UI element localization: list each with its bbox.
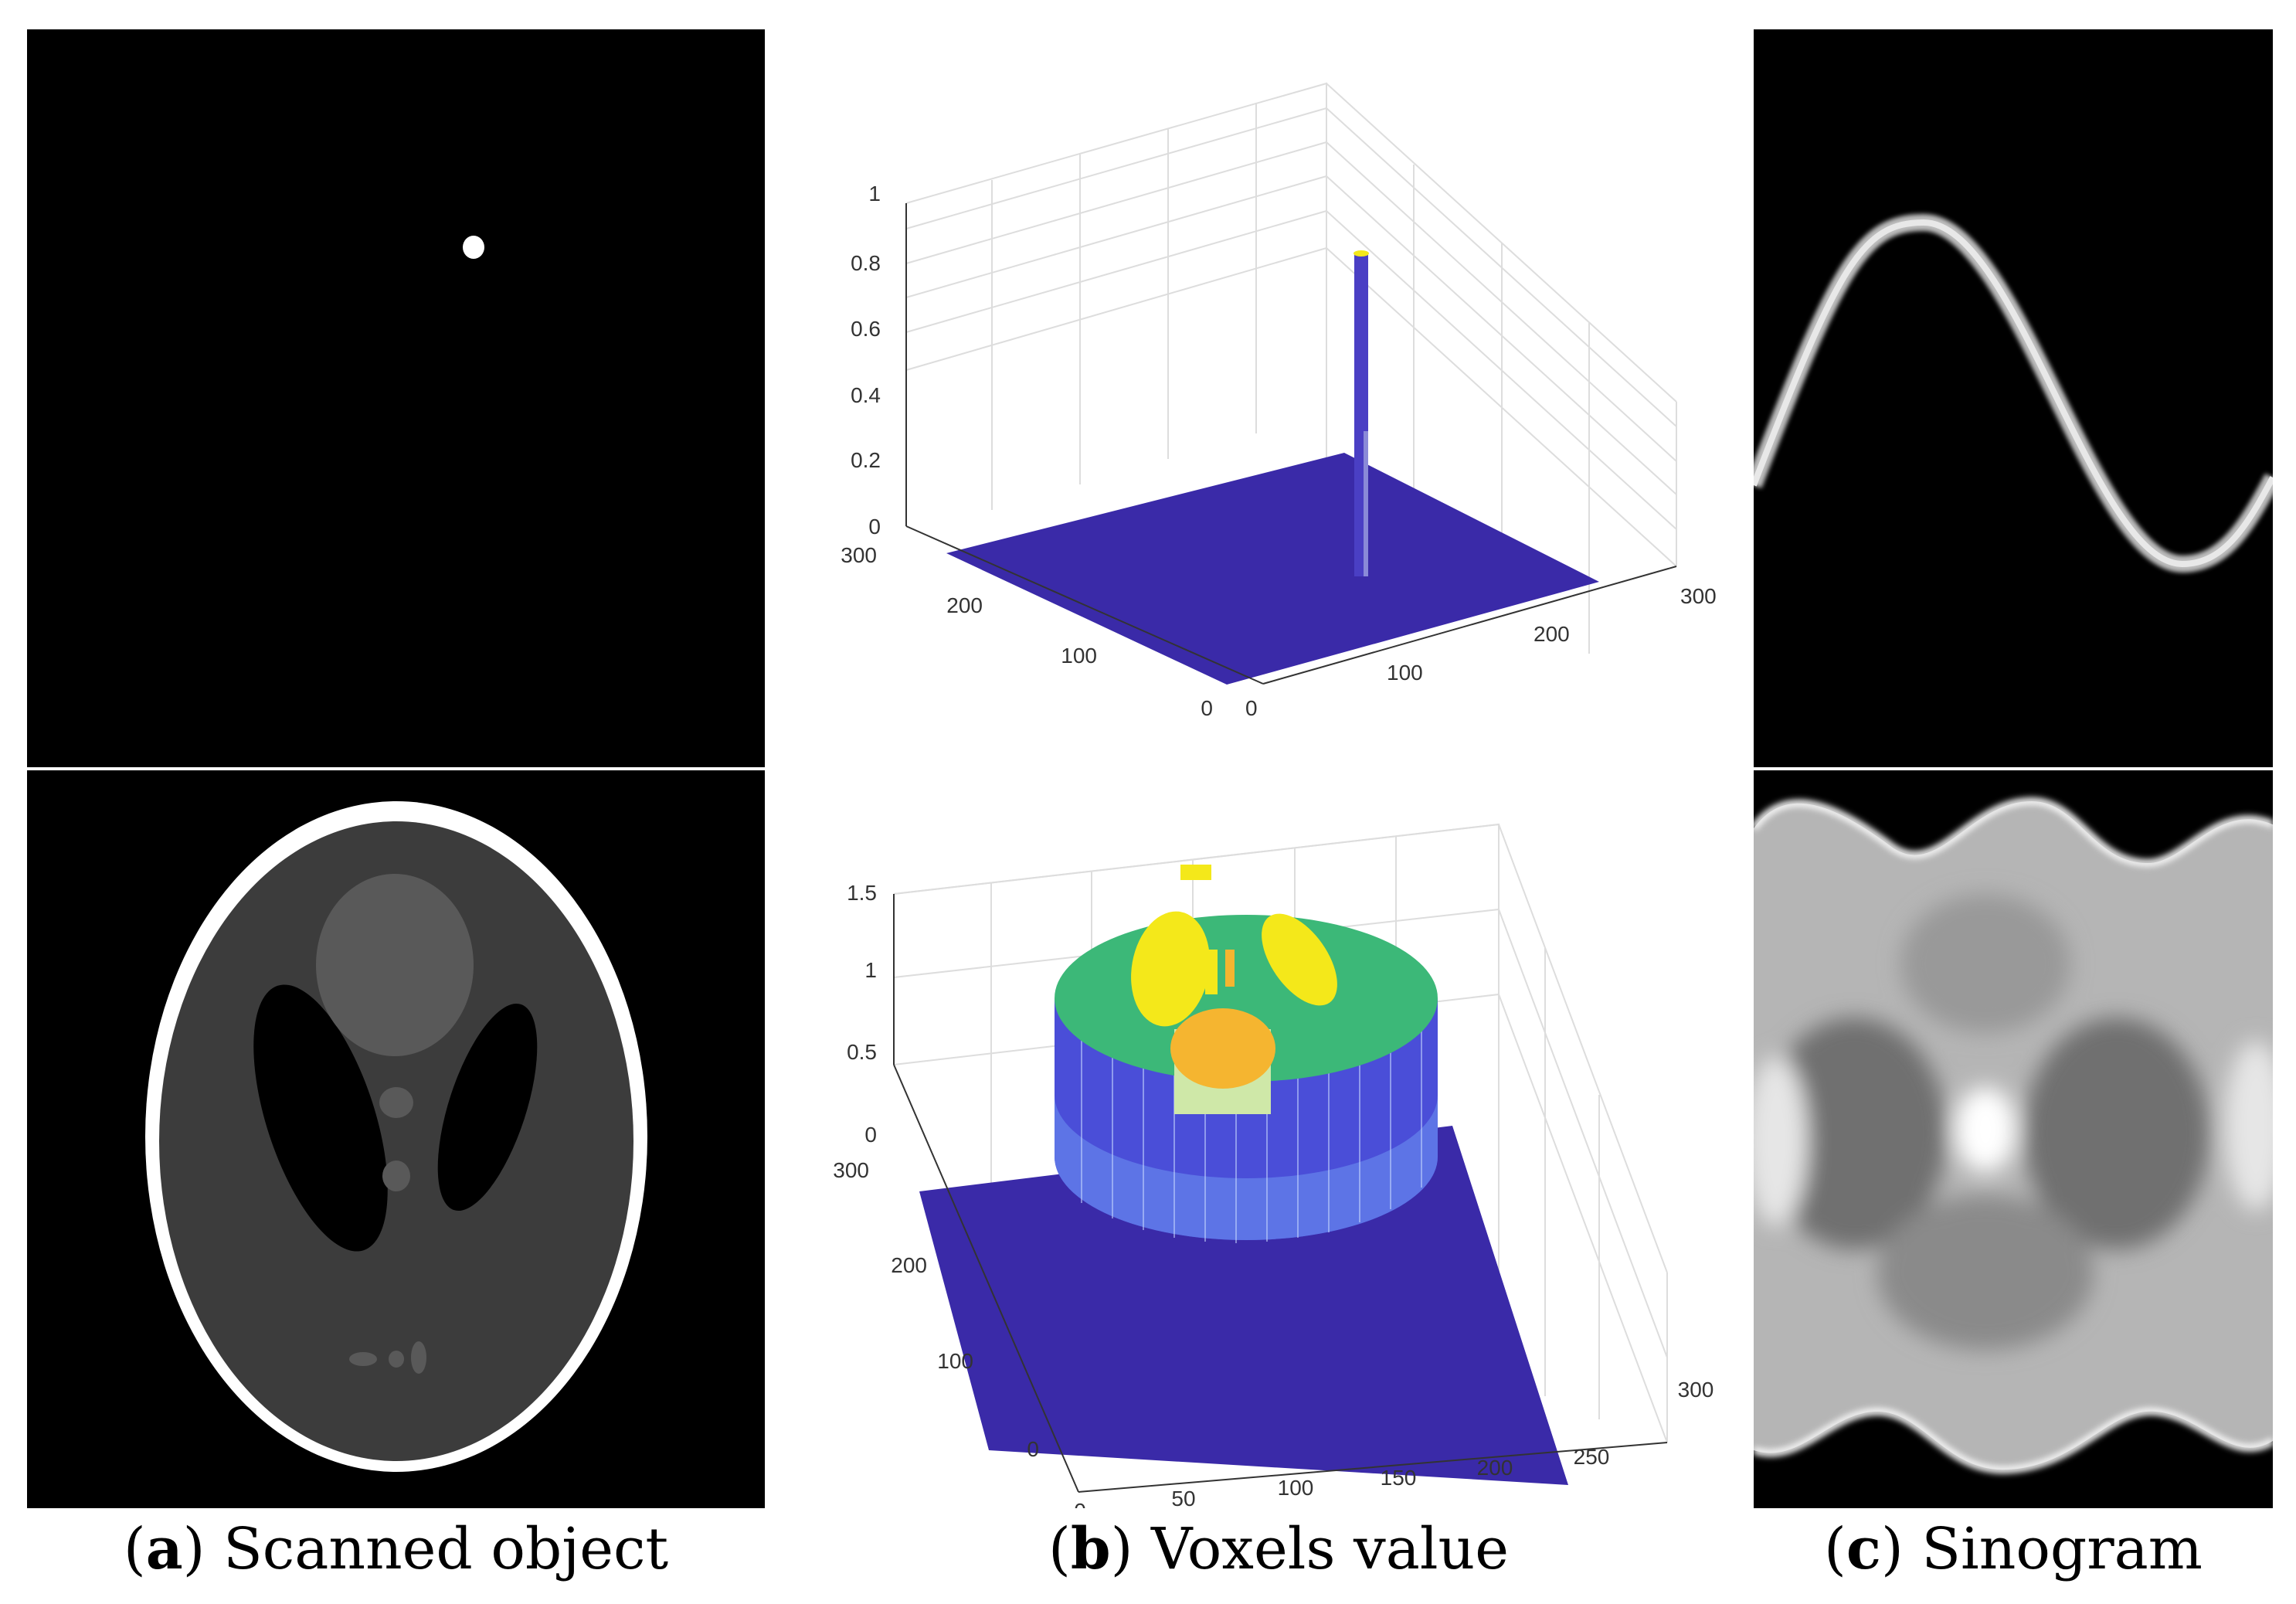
phantom-upper-region bbox=[316, 874, 474, 1056]
x-tick: 100 bbox=[1387, 661, 1423, 685]
y-tick: 100 bbox=[1061, 644, 1097, 668]
phantom-spot-4 bbox=[389, 1351, 404, 1368]
sinusoid-curve bbox=[1754, 213, 2273, 573]
y-tick: 200 bbox=[946, 593, 983, 617]
grid bbox=[905, 82, 1677, 654]
caption-b-text: Voxels value bbox=[1151, 1516, 1509, 1582]
phantom-spot-5 bbox=[411, 1341, 426, 1374]
y-tick: 200 bbox=[891, 1253, 927, 1277]
sinogram-shading bbox=[1754, 894, 2273, 1350]
surface-base bbox=[946, 453, 1599, 685]
caption-b-letter: b bbox=[1070, 1516, 1111, 1582]
phantom-spot-1 bbox=[379, 1087, 413, 1118]
z-tick: 0 bbox=[868, 515, 881, 539]
voxels-plot-dot: 1 0.8 0.6 0.4 0.2 0 300 200 100 0 0 100 … bbox=[803, 29, 1754, 767]
phantom-ventricle-left bbox=[253, 984, 388, 1252]
x-tick-labels: 0 100 200 300 bbox=[1245, 584, 1717, 720]
y-tick-labels: 300 200 100 0 bbox=[833, 1158, 1039, 1461]
z-tick: 1 bbox=[868, 182, 881, 206]
scanned-object-dot-image bbox=[27, 29, 765, 767]
phantom-spot-2 bbox=[382, 1161, 410, 1191]
z-tick: 0 bbox=[864, 1123, 877, 1147]
y-tick: 0 bbox=[1201, 696, 1213, 720]
surface-base bbox=[919, 1126, 1568, 1485]
y-tick: 300 bbox=[841, 543, 877, 567]
x-tick: 100 bbox=[1278, 1476, 1314, 1500]
z-tick: 0.4 bbox=[851, 383, 881, 407]
phantom-tiny-peaks bbox=[1180, 865, 1211, 880]
x-tick: 200 bbox=[1477, 1456, 1513, 1480]
dot bbox=[463, 236, 484, 259]
caption-b: (b) Voxels value bbox=[1048, 1516, 1509, 1582]
x-tick: 50 bbox=[1171, 1487, 1195, 1508]
axes bbox=[893, 894, 1668, 1493]
phantom-ventricle-right bbox=[437, 1003, 538, 1211]
z-tick: 0.8 bbox=[851, 251, 881, 275]
phantom-spot-3 bbox=[349, 1352, 377, 1366]
z-tick: 1.5 bbox=[847, 881, 877, 905]
phantom-left-lobe bbox=[1131, 911, 1210, 1027]
sinogram-dot-image bbox=[1754, 29, 2273, 767]
phantom-center-region bbox=[1170, 1008, 1275, 1089]
y-tick: 300 bbox=[833, 1158, 869, 1182]
x-tick: 150 bbox=[1381, 1466, 1417, 1490]
z-tick-labels: 1 0.8 0.6 0.4 0.2 0 bbox=[851, 182, 881, 539]
phantom-right-lobe bbox=[1262, 913, 1337, 1006]
x-tick-labels: 0 50 100 150 200 250 300 bbox=[1074, 1378, 1714, 1508]
sinogram-phantom-image bbox=[1754, 770, 2273, 1508]
y-tick-labels: 300 200 100 0 bbox=[841, 543, 1213, 720]
y-tick: 100 bbox=[937, 1349, 973, 1373]
caption-c: (c) Sinogram bbox=[1824, 1516, 2203, 1582]
sinogram-edges bbox=[1754, 797, 2273, 1474]
caption-c-letter: c bbox=[1846, 1516, 1881, 1582]
phantom-spike bbox=[1205, 950, 1218, 994]
phantom-brain bbox=[159, 821, 633, 1461]
caption-a: (a) Scanned object bbox=[123, 1516, 669, 1582]
z-tick: 0.6 bbox=[851, 317, 881, 341]
z-tick: 0.2 bbox=[851, 448, 881, 472]
z-tick-labels: 1.5 1 0.5 0 bbox=[847, 881, 877, 1147]
voxels-plot-phantom: 1.5 1 0.5 0 300 200 100 0 0 50 100 150 2… bbox=[803, 770, 1754, 1508]
scanned-object-phantom-image bbox=[27, 770, 765, 1508]
x-tick: 200 bbox=[1533, 622, 1570, 646]
y-tick: 0 bbox=[1027, 1437, 1039, 1461]
caption-c-text: Sinogram bbox=[1921, 1516, 2203, 1582]
x-tick: 300 bbox=[1680, 584, 1717, 608]
caption-a-text: Scanned object bbox=[223, 1516, 669, 1582]
x-tick: 300 bbox=[1678, 1378, 1714, 1402]
x-tick: 0 bbox=[1245, 696, 1258, 720]
x-tick: 250 bbox=[1574, 1445, 1610, 1469]
caption-a-letter: a bbox=[145, 1516, 183, 1582]
axes bbox=[905, 203, 1677, 685]
x-tick: 0 bbox=[1074, 1499, 1086, 1508]
surface-peak-top bbox=[1353, 250, 1369, 257]
z-tick: 1 bbox=[864, 958, 877, 982]
z-tick: 0.5 bbox=[847, 1040, 877, 1064]
